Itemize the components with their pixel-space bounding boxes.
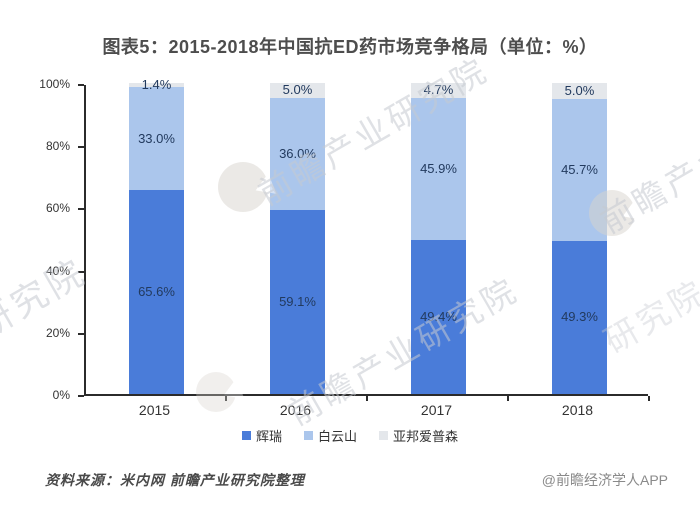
x-axis-category-label: 2017	[420, 402, 453, 418]
plot-area: 65.6% 33.0% 1.4% 59.1% 36.0% 5.0% 49.4% 45.9% 4.…	[84, 77, 650, 401]
bar-value-label: 65.6%	[138, 284, 175, 299]
bar-segment	[552, 83, 607, 99]
bar-segment	[270, 210, 325, 394]
bar-segment	[552, 240, 607, 394]
y-axis-tick-label: 80%	[45, 139, 70, 154]
bar-segment	[129, 83, 184, 88]
x-axis-tick	[366, 396, 368, 401]
x-axis-tick	[648, 396, 650, 401]
legend-label: 亚邦爱普森	[393, 429, 459, 444]
chart-title: 图表5：2015-2018年中国抗ED药市场竞争格局（单位：%）	[102, 37, 598, 57]
bar-value-label: 49.4%	[420, 309, 457, 325]
legend-label: 辉瑞	[255, 429, 282, 444]
bar-value-label: 33.0%	[138, 130, 175, 146]
bar-segment	[270, 98, 325, 211]
bar-value-label: 49.3%	[561, 309, 598, 325]
legend-swatch-icon	[379, 431, 388, 440]
bar-group: 65.6% 33.0% 1.4%	[129, 77, 184, 394]
credit-note: @前瞻经济学人APP	[541, 472, 668, 488]
bar-value-label: 1.4%	[141, 77, 172, 93]
x-axis-category-label: 2016	[279, 402, 312, 418]
y-axis-tick-label: 100%	[39, 77, 70, 91]
legend-item: 辉瑞	[241, 426, 282, 445]
bar-value-label: 4.7%	[423, 82, 454, 98]
y-axis-tick-label: 20%	[45, 325, 70, 340]
bar-value-label: 5.0%	[282, 82, 313, 98]
bar-segment	[270, 82, 325, 99]
y-axis-tick	[78, 146, 84, 149]
y-axis: 0% 20% 40% 60% 80% 100%	[0, 77, 84, 402]
legend: 辉瑞 白云山 亚邦爱普森	[0, 426, 700, 445]
y-axis-tick	[78, 270, 84, 273]
x-axis-category-label: 2015	[138, 402, 171, 418]
bar-value-label: 45.9%	[420, 161, 457, 176]
y-axis-tick-label: 60%	[45, 201, 70, 216]
legend-label: 白云山	[317, 429, 357, 444]
y-axis-tick	[78, 208, 84, 211]
y-axis-tick	[78, 395, 84, 397]
y-axis-tick-label: 40%	[45, 263, 70, 278]
bar-value-label: 5.0%	[564, 82, 595, 98]
bar-value-label: 36.0%	[279, 146, 316, 162]
bar-group: 59.1% 36.0% 5.0%	[270, 82, 325, 394]
x-axis-tick	[225, 396, 227, 401]
legend-item: 白云山	[303, 426, 357, 445]
bar-segment	[411, 83, 466, 98]
legend-swatch-icon	[241, 431, 251, 440]
source-note: 资料来源：米内网 前瞻产业研究院整理	[45, 472, 305, 488]
legend-swatch-icon	[303, 431, 313, 440]
bar-segment	[129, 189, 184, 394]
bar-group: 49.4% 45.9% 4.7%	[411, 82, 466, 394]
y-axis-tick	[78, 84, 84, 86]
legend-item: 亚邦爱普森	[379, 426, 458, 445]
x-axis: 2015 2016 2017 2018	[84, 402, 648, 422]
y-axis-tick-label: 0%	[52, 388, 70, 402]
bar-segment	[129, 87, 184, 190]
bar-value-label: 45.7%	[561, 161, 598, 177]
bar-value-label: 59.1%	[279, 294, 316, 310]
x-axis-category-label: 2018	[561, 402, 594, 418]
bar-segment	[411, 97, 466, 241]
y-axis-tick	[78, 332, 84, 335]
x-axis-tick	[507, 396, 509, 401]
bar-group: 49.3% 45.7% 5.0%	[552, 83, 607, 394]
bar-segment	[411, 240, 466, 394]
